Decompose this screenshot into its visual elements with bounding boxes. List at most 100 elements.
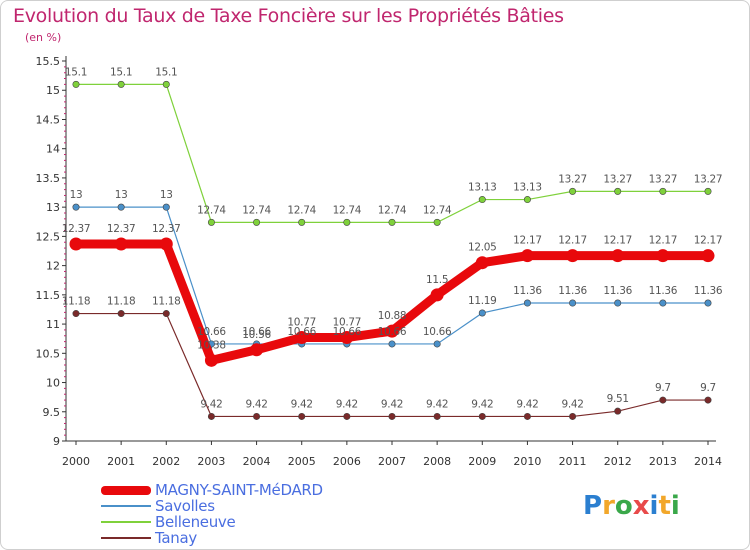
labels-belleneuve: 15.1 15.1 15.1 12.74 12.74 12.74 12.74 12.74 12.… (65, 66, 723, 216)
logo-letter: o (614, 491, 633, 521)
y-tick-label: 9.5 (43, 406, 61, 419)
data-label: 11.36 (558, 285, 587, 297)
data-label: 9.51 (607, 393, 629, 405)
x-tick-label: 2003 (197, 455, 225, 468)
x-tick-label: 2012 (604, 455, 632, 468)
y-tick-label: 13 (46, 201, 60, 214)
data-point (569, 187, 577, 195)
data-point (520, 249, 534, 263)
x-tick-label: 2002 (152, 455, 180, 468)
series-line (76, 83, 708, 223)
data-point (343, 218, 351, 226)
data-point (614, 407, 622, 415)
data-label: 13.27 (603, 173, 632, 185)
data-label: 11.36 (694, 285, 723, 297)
data-point (659, 299, 667, 307)
data-point (478, 196, 486, 204)
logo-letter: r (602, 491, 615, 521)
y-tick-label: 14 (46, 143, 60, 156)
data-label: 10.66 (242, 326, 271, 338)
data-label: 12.17 (694, 235, 723, 247)
x-tick-label: 2014 (694, 455, 722, 468)
y-tick-label: 11 (46, 318, 60, 331)
data-point (523, 196, 531, 204)
data-point (207, 412, 215, 420)
legend-swatch (101, 486, 151, 495)
data-label: 11.19 (468, 295, 497, 307)
data-point (250, 343, 264, 357)
data-label: 10.66 (378, 326, 407, 338)
x-tick-label: 2013 (649, 455, 677, 468)
data-point (207, 218, 215, 226)
data-point (253, 218, 261, 226)
data-point (204, 353, 218, 367)
data-point (117, 203, 125, 211)
data-label: 10.77 (333, 317, 362, 329)
data-label: 11.18 (152, 296, 181, 308)
data-point (298, 218, 306, 226)
data-point (656, 249, 670, 263)
y-tick-label: 10.5 (36, 347, 61, 360)
data-label: 11.36 (603, 285, 632, 297)
y-tick-label: 12 (46, 260, 60, 273)
data-point (253, 412, 261, 420)
x-tick-label: 2008 (423, 455, 451, 468)
y-tick-label: 11.5 (36, 289, 61, 302)
x-tick-label: 2007 (378, 455, 406, 468)
logo-letter: x (632, 491, 650, 521)
x-tick-label: 2004 (243, 455, 271, 468)
data-point (117, 310, 125, 318)
x-tick-label: 2000 (62, 455, 90, 468)
legend-label: Tanay (155, 529, 197, 547)
data-label: 15.1 (65, 66, 87, 78)
data-label: 10.66 (287, 326, 316, 338)
data-point (704, 396, 712, 404)
data-point (614, 299, 622, 307)
y-tick-label: 13.5 (36, 172, 61, 185)
series-magny-saint-m-dard (69, 237, 715, 367)
data-point (569, 412, 577, 420)
y-tick-label: 10 (46, 377, 60, 390)
data-point (162, 203, 170, 211)
data-point (388, 412, 396, 420)
data-point (478, 412, 486, 420)
data-point (72, 310, 80, 318)
data-point (117, 80, 125, 88)
data-label: 12.74 (423, 204, 452, 216)
data-label: 13.27 (649, 173, 678, 185)
x-tick-label: 2001 (107, 455, 135, 468)
data-label: 10.88 (378, 310, 407, 322)
data-label: 10.56 (242, 329, 271, 341)
legend-swatch (101, 521, 151, 523)
data-label: 13.13 (513, 182, 542, 194)
labels-tanay: 11.18 11.18 11.18 9.42 9.42 9.42 9.42 9.42 9.42 9… (62, 296, 716, 411)
data-point (114, 237, 128, 251)
data-label: 13 (70, 189, 83, 201)
data-point (72, 203, 80, 211)
data-label: 10.38 (197, 339, 226, 351)
data-label: 13.13 (468, 182, 497, 194)
data-label: 12.17 (603, 235, 632, 247)
data-label: 9.7 (655, 382, 671, 394)
data-point (162, 310, 170, 318)
data-point (340, 331, 354, 345)
data-label: 11.18 (62, 296, 91, 308)
data-point (659, 396, 667, 404)
series-tanay (72, 310, 712, 420)
logo-letter: t (658, 491, 671, 521)
data-point (614, 187, 622, 195)
data-label: 9.42 (381, 398, 403, 410)
y-axis-unit: (en %) (25, 31, 62, 44)
data-point (704, 299, 712, 307)
data-point (433, 218, 441, 226)
x-tick-label: 2011 (559, 455, 587, 468)
logo-letter: P (583, 491, 603, 521)
data-label: 12.74 (333, 204, 362, 216)
y-tick-label: 15 (46, 84, 60, 97)
data-label: 10.77 (287, 317, 316, 329)
legend-label: MAGNY-SAINT-MéDARD (155, 481, 323, 499)
data-label: 11.5 (426, 274, 448, 286)
data-point (611, 249, 625, 263)
